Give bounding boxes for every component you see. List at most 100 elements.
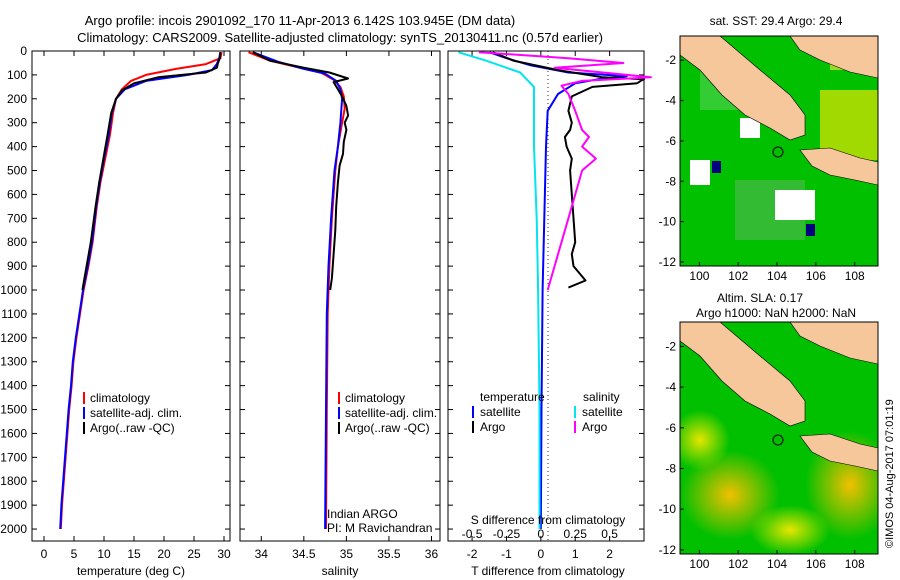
- legend-satellite-label: satellite-adj. clim.: [345, 406, 437, 420]
- series-line-climatology: [248, 51, 346, 530]
- sal-difference-tick-label: -0.5: [462, 527, 483, 541]
- sla-high-anomaly: [680, 410, 730, 470]
- map-lat-tick-label: -8: [665, 174, 676, 188]
- temperature-profiles: [59, 52, 223, 530]
- sla-map: [679, 321, 879, 555]
- sla-land-sumatra: [680, 322, 806, 427]
- legend-temp-argo-label: Argo: [480, 420, 506, 434]
- map-lat-tick-label: -12: [659, 543, 677, 557]
- legend-climatology-label: climatology: [90, 391, 150, 405]
- depth-tick-label: 100: [7, 68, 27, 82]
- map-lon-tick-label: 102: [728, 557, 748, 571]
- legend-satellite-label: satellite-adj. clim.: [90, 406, 182, 420]
- temp-difference-tick-label: -1: [501, 547, 512, 561]
- depth-tick-label: 700: [7, 211, 27, 225]
- depth-tick-label: 1100: [1, 307, 27, 321]
- temperature-tick-label: 0: [41, 547, 48, 561]
- series-line-argo-raw-qc-: [252, 51, 350, 291]
- map-lon-tick-label: 106: [806, 269, 826, 283]
- salinity-difference-axis-label: S difference from climatology: [471, 513, 626, 527]
- depth-tick-label: 1800: [0, 474, 27, 488]
- temp-difference-tick-label: 0: [537, 547, 544, 561]
- map-lat-tick-label: -12: [659, 255, 677, 269]
- sst-cloud-gap-west: [690, 160, 710, 185]
- sst-land-sumatra: [680, 36, 806, 141]
- sal-difference-tick-label: 0.5: [601, 527, 618, 541]
- depth-tick-label: 1400: [0, 379, 27, 393]
- sst-cloud-gap-north: [740, 118, 760, 138]
- salinity-note-pi: PI: M Ravichandran: [327, 521, 432, 535]
- salinity-legend: climatology satellite-adj. clim. Argo(..…: [338, 391, 437, 435]
- sst-cloud-gap: [775, 190, 815, 220]
- salinity-tick-label: 35.5: [377, 547, 401, 561]
- depth-tick-label: 300: [7, 116, 27, 130]
- sla-map-axes: 100 102 104 106 108 -2 -4 -6 -8 -10 -12: [659, 339, 865, 571]
- difference-legend: temperature salinity satellite Argo sate…: [472, 390, 623, 434]
- salinity-axis-label: salinity: [322, 564, 359, 578]
- depth-tick-label: 1200: [0, 331, 27, 345]
- depth-tick-label: 2000: [0, 522, 27, 536]
- depth-tick-label: 400: [7, 140, 27, 154]
- salinity-tick-label: 35: [340, 547, 354, 561]
- series-line-temperature-satellite: [488, 51, 628, 530]
- series-line-satellite-adj-clim-: [252, 51, 344, 530]
- depth-tick-label: 1600: [0, 426, 27, 440]
- series-line-argo-raw-qc-: [81, 52, 222, 291]
- map-lat-tick-label: -4: [665, 94, 676, 108]
- sal-difference-tick-label: 0.25: [564, 527, 588, 541]
- temperature-difference-axis-label: T difference from climatology: [471, 564, 625, 578]
- sla-land-java: [799, 433, 878, 472]
- depth-tick-label: 200: [7, 92, 27, 106]
- sst-land-java: [799, 147, 878, 186]
- salinity-profiles: [248, 51, 350, 530]
- temp-difference-tick-label: -2: [467, 547, 478, 561]
- sst-map-title: sat. SST: 29.4 Argo: 29.4: [710, 14, 843, 28]
- temperature-tick-label: 30: [217, 547, 231, 561]
- map-lat-tick-label: -2: [665, 53, 676, 67]
- figure-title-line2: Climatology: CARS2009. Satellite-adjuste…: [77, 30, 603, 45]
- map-lat-tick-label: -6: [665, 421, 676, 435]
- depth-tick-label: 1500: [0, 403, 27, 417]
- difference-axes: [447, 50, 645, 542]
- sst-map-frame: [679, 35, 879, 267]
- map-lon-tick-label: 100: [689, 557, 709, 571]
- depth-tick-label: 1700: [0, 450, 27, 464]
- sla-high-anomaly: [750, 505, 830, 554]
- temp-difference-tick-label: 2: [606, 547, 613, 561]
- depth-tick-label: 1300: [0, 355, 27, 369]
- map-lon-tick-label: 104: [767, 557, 787, 571]
- sal-difference-tick-label: -0.25: [493, 527, 521, 541]
- sst-cold-pixel: [806, 224, 815, 236]
- depth-tick-label: 0: [20, 44, 27, 58]
- sla-map-title-line1: Altim. SLA: 0.17: [717, 291, 803, 305]
- map-lat-tick-label: -8: [665, 462, 676, 476]
- difference-profiles: [458, 51, 652, 530]
- map-lon-tick-label: 108: [845, 269, 865, 283]
- sst-map-axes: 100 102 104 106 108 -2 -4 -6 -8 -10 -12: [659, 53, 865, 283]
- map-lat-tick-label: -10: [659, 215, 677, 229]
- salinity-x-axis: 34 34.5 35 35.5 36: [255, 51, 439, 561]
- salinity-axes: [239, 50, 441, 542]
- depth-tick-label: 600: [7, 187, 27, 201]
- salinity-tick-label: 36: [425, 547, 439, 561]
- map-lon-tick-label: 100: [689, 269, 709, 283]
- sla-map-frame: [679, 321, 879, 555]
- series-line-salinity-argo: [478, 51, 652, 291]
- temp-difference-tick-label: 1: [572, 547, 579, 561]
- difference-x-axes: -2 -1 0 1 2 -0.5 -0.25 0 0.25 0.5: [462, 51, 618, 561]
- temperature-tick-label: 15: [127, 547, 141, 561]
- legend-temp-satellite-label: satellite: [480, 405, 521, 419]
- sal-difference-tick-label: 0: [537, 527, 544, 541]
- depth-tick-label: 900: [7, 259, 27, 273]
- map-lat-tick-label: -4: [665, 380, 676, 394]
- temperature-tick-label: 5: [71, 547, 78, 561]
- series-line-salinity-satellite: [458, 51, 541, 529]
- map-lat-tick-label: -10: [659, 502, 677, 516]
- depth-tick-label: 800: [7, 235, 27, 249]
- sst-cold-pixel: [712, 161, 721, 173]
- salinity-note-project: Indian ARGO: [327, 507, 398, 521]
- sst-land-borneo: [789, 36, 878, 79]
- legend-climatology-label: climatology: [345, 391, 405, 405]
- temperature-legend: climatology satellite-adj. clim. Argo(..…: [83, 391, 182, 435]
- salinity-tick-label: 34.5: [292, 547, 316, 561]
